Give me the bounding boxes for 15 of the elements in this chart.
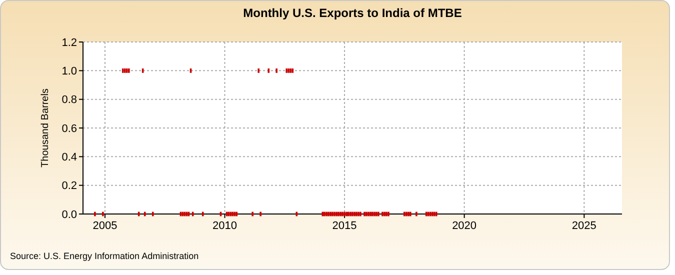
x-tick-label: 2005 (92, 220, 118, 232)
y-tick-label: 0.0 (62, 208, 77, 221)
source-note: Source: U.S. Energy Information Administration (10, 251, 199, 261)
x-tick-label: 2025 (572, 220, 596, 232)
y-tick-label: 0.2 (62, 180, 77, 192)
y-axis-title: Thousand Barrels (40, 88, 51, 168)
x-tick-label: 2020 (452, 220, 477, 232)
y-tick-label: 1.2 (62, 36, 77, 49)
x-tick-label: 2015 (332, 220, 357, 232)
x-tick-label: 2010 (212, 220, 237, 232)
y-tick-label: 0.8 (62, 94, 77, 106)
chart-title: Monthly U.S. Exports to India of MTBE (243, 6, 462, 20)
y-tick-label: 1.0 (62, 66, 77, 78)
y-tick-label: 0.4 (62, 152, 77, 164)
y-tick-label: 0.6 (62, 122, 77, 135)
